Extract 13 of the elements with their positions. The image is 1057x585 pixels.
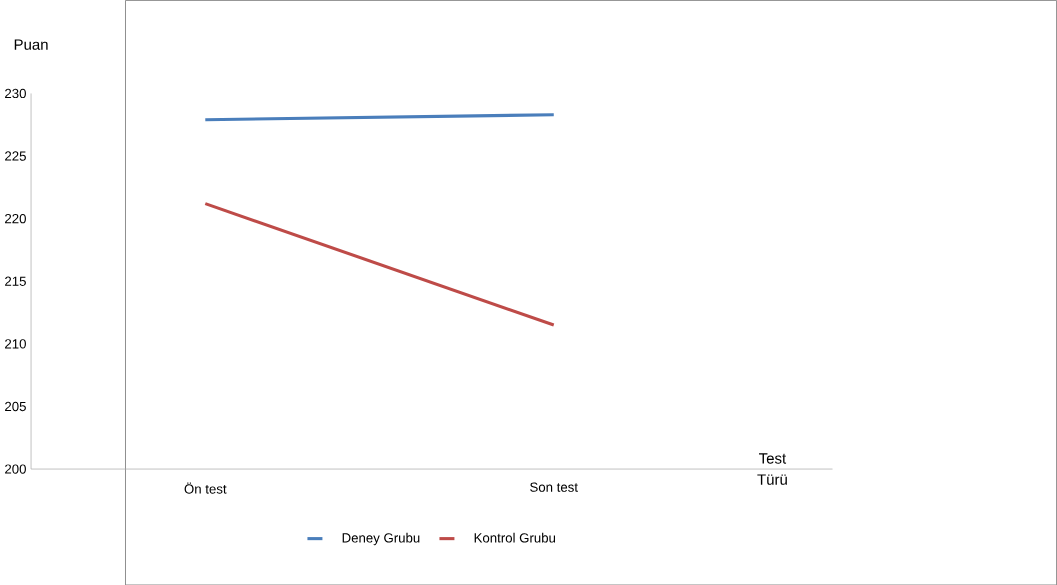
legend-label: Deney Grubu [342, 532, 420, 545]
y-tick-label: 225 [5, 151, 26, 161]
y-tick-label: 230 [5, 88, 26, 98]
y-tick-label: 205 [5, 401, 26, 411]
x-tick-label: Ön test [184, 482, 227, 494]
y-tick-label: 220 [5, 213, 26, 224]
x-axis-title: Test Türü [757, 453, 787, 485]
legend-label: Kontrol Grubu [474, 532, 556, 543]
y-axis-title: Puan [14, 39, 48, 50]
y-tick-label: 215 [5, 276, 26, 286]
y-tick-label: 210 [5, 338, 26, 349]
x-tick-label: Son test [530, 482, 578, 492]
y-tick-label: 200 [5, 464, 26, 474]
